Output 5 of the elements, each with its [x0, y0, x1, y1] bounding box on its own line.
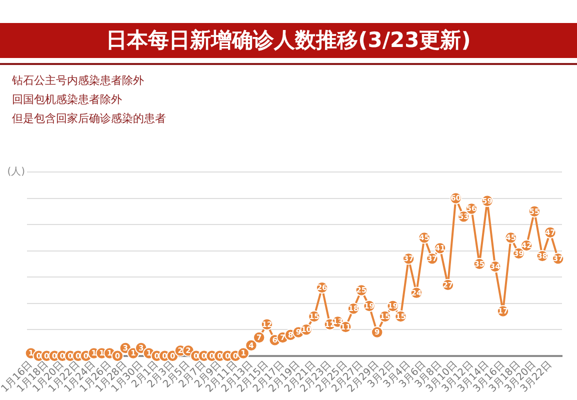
- text: 钻石公主号内感染患者除外: [12, 73, 144, 89]
- chart-title: 日本每日新增确诊人数推移(3/23更新): [106, 28, 471, 52]
- text: 但是包含回家后确诊感染的患者: [12, 111, 166, 127]
- y-axis-title: (人): [7, 166, 26, 178]
- text: 回国包机感染患者除外: [12, 92, 122, 108]
